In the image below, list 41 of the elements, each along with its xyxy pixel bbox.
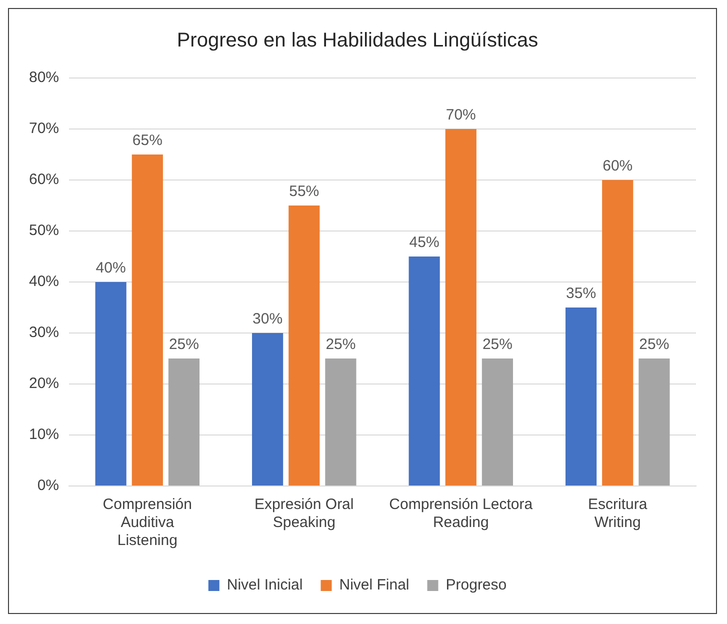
bar bbox=[252, 333, 284, 486]
legend-label: Nivel Inicial bbox=[226, 576, 303, 594]
y-tick-label: 0% bbox=[37, 477, 60, 494]
legend-label: Nivel Final bbox=[339, 576, 410, 594]
bar bbox=[288, 206, 320, 486]
data-label: 25% bbox=[639, 336, 670, 354]
bar bbox=[602, 180, 634, 486]
y-tick-label: 60% bbox=[28, 171, 60, 188]
data-label: 35% bbox=[566, 285, 596, 302]
bar bbox=[132, 154, 163, 486]
bar bbox=[482, 358, 513, 486]
data-label: 70% bbox=[446, 106, 476, 124]
y-tick-label: 20% bbox=[28, 375, 60, 392]
bar bbox=[95, 282, 126, 486]
data-label: 55% bbox=[289, 183, 320, 200]
y-tick-label: 10% bbox=[28, 426, 60, 444]
bar bbox=[408, 256, 440, 486]
y-tick-label: 30% bbox=[28, 324, 60, 342]
y-tick-label: 80% bbox=[28, 69, 60, 86]
x-tick-label: Expresión Oral Speaking bbox=[254, 496, 354, 532]
data-label: 30% bbox=[252, 310, 283, 328]
chart-title: Progreso en las Habilidades Lingüísticas bbox=[176, 30, 538, 52]
data-label: 60% bbox=[602, 158, 633, 175]
legend-label: Progreso bbox=[446, 576, 507, 594]
bar bbox=[445, 129, 476, 486]
bar bbox=[638, 358, 670, 486]
x-tick-label: Comprensión Auditiva Listening bbox=[102, 496, 192, 550]
data-label: 65% bbox=[132, 132, 162, 150]
data-label: 45% bbox=[409, 234, 440, 252]
y-tick-label: 40% bbox=[28, 273, 60, 290]
bar bbox=[566, 308, 597, 486]
data-label: 40% bbox=[96, 260, 126, 277]
data-label: 25% bbox=[168, 336, 199, 354]
data-label: 25% bbox=[326, 336, 356, 354]
x-tick-label: Comprensión Lectora Reading bbox=[389, 496, 534, 532]
data-label: 25% bbox=[482, 336, 512, 354]
x-tick-label: Escritura Writing bbox=[588, 496, 648, 532]
bar bbox=[168, 358, 200, 486]
y-tick-label: 70% bbox=[28, 120, 60, 138]
bar bbox=[325, 358, 356, 486]
y-tick-label: 50% bbox=[28, 222, 60, 240]
